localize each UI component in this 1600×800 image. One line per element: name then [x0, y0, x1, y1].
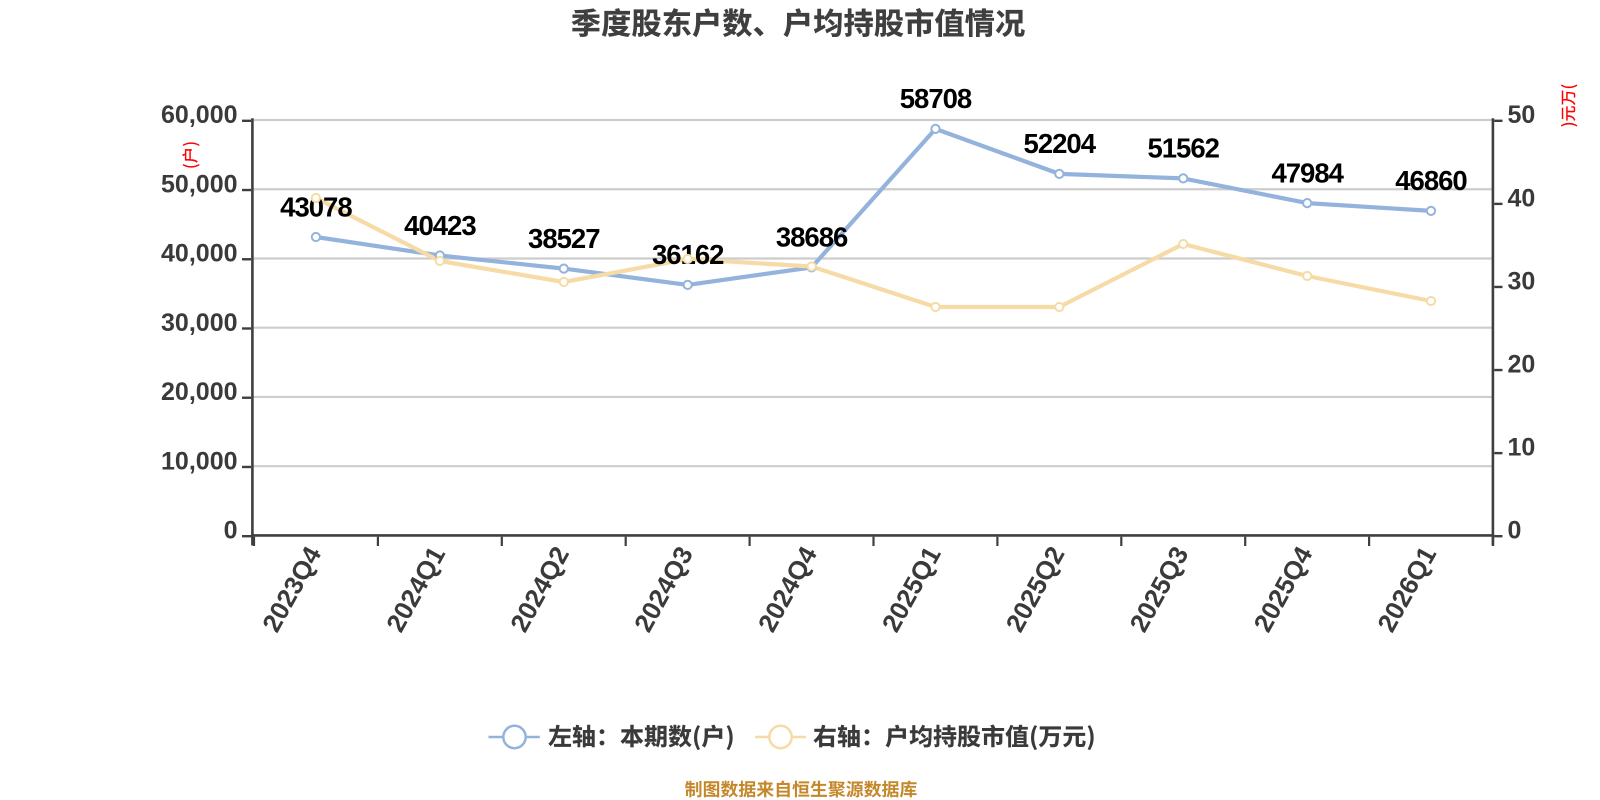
svg-text:10: 10	[1508, 434, 1536, 462]
svg-text:40,000: 40,000	[161, 240, 237, 268]
svg-text:50,000: 50,000	[161, 170, 237, 198]
svg-text:30: 30	[1508, 267, 1536, 295]
svg-text:47984: 47984	[1271, 157, 1344, 188]
svg-text:2024Q2: 2024Q2	[504, 541, 575, 636]
svg-text:2023Q4: 2023Q4	[256, 541, 327, 637]
svg-text:2024Q3: 2024Q3	[628, 541, 699, 636]
svg-text:38686: 38686	[776, 222, 848, 253]
svg-text:30,000: 30,000	[161, 309, 237, 337]
svg-text:2024Q1: 2024Q1	[380, 541, 451, 636]
svg-text:40: 40	[1508, 184, 1536, 212]
svg-text:52204: 52204	[1024, 128, 1097, 159]
svg-text:46860: 46860	[1395, 165, 1467, 196]
svg-text:2025Q4: 2025Q4	[1247, 541, 1318, 637]
svg-text:0: 0	[224, 517, 238, 545]
svg-text:58708: 58708	[900, 83, 972, 114]
svg-text:2026Q1: 2026Q1	[1371, 541, 1442, 636]
svg-text:2025Q3: 2025Q3	[1123, 541, 1194, 636]
svg-text:2025Q2: 2025Q2	[999, 541, 1070, 636]
svg-text:40423: 40423	[404, 210, 476, 241]
svg-text:10,000: 10,000	[161, 447, 237, 475]
svg-text:38527: 38527	[528, 223, 600, 254]
svg-text:20: 20	[1508, 350, 1536, 378]
svg-text:51562: 51562	[1147, 133, 1219, 164]
svg-text:50: 50	[1508, 101, 1536, 129]
svg-text:20,000: 20,000	[161, 378, 237, 406]
svg-text:2025Q1: 2025Q1	[876, 541, 947, 636]
svg-text:0: 0	[1508, 517, 1522, 545]
svg-text:60,000: 60,000	[161, 101, 237, 129]
svg-text:2024Q4: 2024Q4	[752, 541, 823, 637]
